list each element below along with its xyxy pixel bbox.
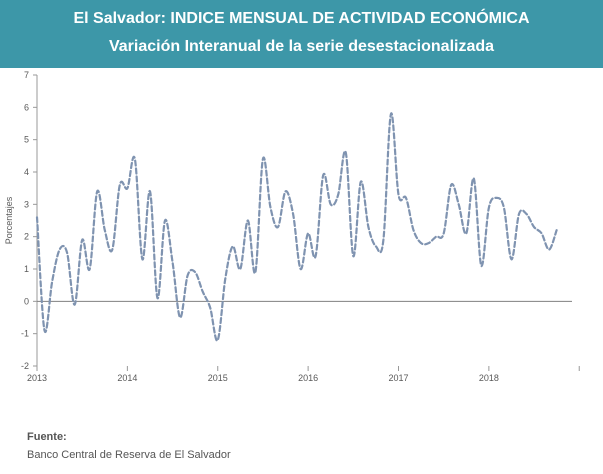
x-tick-label: 2017 (388, 373, 408, 383)
axes (33, 74, 580, 371)
chart-subtitle: Variación Interanual de la serie desesta… (108, 38, 495, 55)
y-tick-label: -2 (21, 361, 29, 371)
series-layer (35, 112, 558, 342)
y-tick-label: 0 (24, 296, 29, 306)
y-tick-label: 2 (24, 232, 29, 242)
chart-title: El Salvador: INDICE MENSUAL DE ACTIVIDAD… (73, 10, 530, 27)
x-tick-label: 2014 (117, 373, 137, 383)
line-chart: -2 -1 0 1 2 3 4 5 6 7 2013 2014 2015 2016 2017 2018 Por… (4, 70, 580, 383)
y-tick-label: 5 (24, 135, 29, 145)
y-tick-label: 7 (24, 70, 29, 80)
y-axis-label: Porcentajes (4, 196, 14, 244)
tick-labels: -2 -1 0 1 2 3 4 5 6 7 2013 2014 2015 2016 2017 2018 (21, 70, 499, 383)
source-label: Fuente: (27, 431, 67, 443)
x-tick-label: 2013 (27, 373, 47, 383)
y-tick-label: 4 (24, 167, 29, 177)
y-tick-label: 1 (24, 264, 29, 274)
series-line (35, 112, 558, 342)
x-tick-label: 2015 (208, 373, 228, 383)
title-banner: El Salvador: INDICE MENSUAL DE ACTIVIDAD… (0, 0, 603, 68)
y-tick-label: 6 (24, 102, 29, 112)
x-tick-label: 2016 (298, 373, 318, 383)
source-text: Banco Central de Reserva de El Salvador (27, 449, 231, 461)
y-tick-label: 3 (24, 199, 29, 209)
x-tick-label: 2018 (479, 373, 499, 383)
y-tick-label: -1 (21, 329, 29, 339)
